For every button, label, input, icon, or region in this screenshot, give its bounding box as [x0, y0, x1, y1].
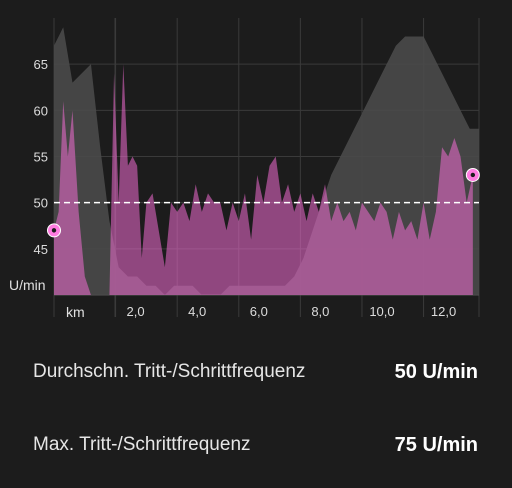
x-tick-label: 12,0: [431, 304, 456, 319]
y-tick-label: 55: [34, 150, 48, 165]
cadence-layer: [54, 64, 473, 296]
x-tick-label: 4,0: [188, 304, 206, 319]
axis-layer: 45 50 55 60 65 2,0 4,0 6,0 8,0 10,0 12,0 U/min km: [9, 57, 456, 320]
x-tick-label: 10,0: [369, 304, 394, 319]
stat-row-max-cadence: Max. Tritt-/Schrittfrequenz 75 U/min: [33, 430, 478, 460]
marker-dot: [470, 172, 476, 178]
max-cadence-label: Max. Tritt-/Schrittfrequenz: [33, 434, 251, 455]
stat-row-average-cadence: Durchschn. Tritt-/Schrittfrequenz 50 U/m…: [33, 357, 478, 387]
marker-layer: [47, 167, 480, 238]
average-cadence-label: Durchschn. Tritt-/Schrittfrequenz: [33, 361, 306, 382]
max-cadence-value: 75 U/min: [394, 433, 478, 456]
x-unit-label: km: [66, 304, 85, 320]
y-unit-label: U/min: [9, 277, 46, 293]
x-tick-label: 2,0: [127, 304, 145, 319]
x-tick-label: 6,0: [250, 304, 268, 319]
marker-dot: [51, 228, 57, 233]
average-cadence-value: 50 U/min: [394, 360, 478, 383]
y-tick-label: 65: [34, 57, 48, 72]
y-tick-label: 50: [34, 196, 48, 211]
y-tick-label: 60: [34, 103, 48, 118]
y-tick-label: 45: [34, 242, 48, 257]
cadence-chart[interactable]: 45 50 55 60 65 2,0 4,0 6,0 8,0 10,0 12,0 U/min km: [0, 0, 512, 330]
cadence-area: [54, 64, 473, 296]
cadence-chart-svg: 45 50 55 60 65 2,0 4,0 6,0 8,0 10,0 12,0 U/min km: [9, 18, 480, 320]
x-tick-label: 8,0: [311, 304, 329, 319]
